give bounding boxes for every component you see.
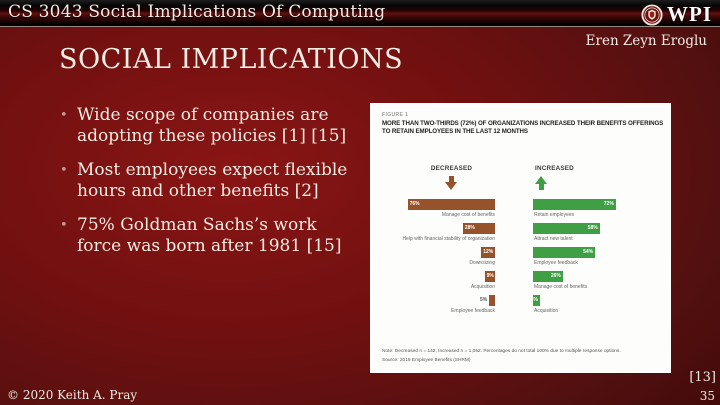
- chart-bar-label: Downsizing: [469, 259, 495, 266]
- decreased-header: DECREASED: [430, 165, 473, 172]
- page-number: 35: [699, 389, 715, 403]
- decreased-column: DECREASED 76% Manage cost of benefits 28% H…: [380, 165, 495, 319]
- chart-bar: 6%: [531, 295, 540, 306]
- increased-header: INCREASED: [535, 165, 574, 172]
- bullet-item: • Wide scope of companies are adopting t…: [60, 105, 365, 147]
- bullet-icon: •: [60, 218, 68, 233]
- chart-bar-row: 9% Acquisition: [380, 271, 495, 295]
- chart-bar-value: 58%: [587, 225, 598, 231]
- citation-ref: [13]: [689, 370, 716, 385]
- chart-bar-value: 76%: [409, 201, 420, 207]
- chart-bar-row: 26% Manage cost of benefits: [533, 271, 648, 295]
- bullet-text: Most employees expect flexible hours and…: [77, 160, 348, 201]
- slide-title: SOCIAL IMPLICATIONS: [59, 44, 404, 75]
- bullet-list: • Wide scope of companies are adopting t…: [60, 105, 365, 270]
- chart-bar: 26%: [533, 271, 563, 282]
- bullet-text: 75% Goldman Sachs’s work force was born …: [77, 215, 342, 256]
- copyright: © 2020 Keith A. Pray: [7, 388, 138, 402]
- chart-bar: [489, 295, 495, 306]
- chart-bar-label: Acquisition: [534, 307, 559, 314]
- chart-bar-row: 58% Attract new talent: [533, 223, 648, 247]
- bullet-item: • 75% Goldman Sachs’s work force was bor…: [60, 215, 365, 257]
- arrow-up-icon: [535, 176, 547, 190]
- bullet-text: Wide scope of companies are adopting the…: [77, 105, 347, 146]
- chart-bar-row: 76% Manage cost of benefits: [380, 199, 495, 223]
- chart-bar-value: 5%: [480, 297, 488, 303]
- chart-bar-row: 72% Retain employees: [533, 199, 648, 223]
- chart-bar-label: Acquisition: [470, 283, 495, 290]
- chart-bar-row: 12% Downsizing: [380, 247, 495, 271]
- increased-column: INCREASED 72% Retain employees 58% Attract …: [531, 165, 648, 319]
- chart-bar-row: 6% Acquisition: [531, 295, 648, 319]
- chart-figure: FIGURE 1 MORE THAN TWO-THIRDS (72%) OF O…: [370, 103, 671, 373]
- bullet-icon: •: [60, 108, 68, 123]
- bullet-item: • Most employees expect flexible hours a…: [60, 160, 365, 202]
- chart-bar-value: 26%: [550, 273, 561, 279]
- chart-bar-label: Help with financial stability of organiz…: [402, 235, 495, 242]
- chart-bar-value: 28%: [464, 225, 475, 231]
- chart-bar-value: 72%: [603, 201, 614, 207]
- chart-bar-value: 12%: [483, 249, 494, 255]
- wpi-logo: WPI: [641, 2, 712, 27]
- chart-bar-label: Employee feedback: [451, 307, 495, 314]
- chart-bar-label: Manage cost of benefits: [534, 283, 588, 290]
- chart-note: Note: Decreased n = 142; Increased n = 1…: [382, 349, 621, 354]
- chart-bar-label: Retain employees: [534, 211, 575, 218]
- chart-bar: 9%: [484, 271, 495, 282]
- chart-bar: 54%: [533, 247, 596, 258]
- chart-bar-label: Attract new talent: [534, 235, 573, 242]
- decreased-bars: 76% Manage cost of benefits 28% Help with f…: [380, 199, 495, 319]
- chart-bar-value: 9%: [486, 273, 494, 279]
- course-title: CS 3043 Social Implications Of Computing: [8, 2, 386, 22]
- chart-bar-label: Manage cost of benefits: [441, 211, 495, 218]
- chart-bar-row: 5% Employee feedback: [380, 295, 495, 319]
- chart-bar: 28%: [462, 223, 495, 234]
- chart-bar-row: 54% Employee feedback: [533, 247, 648, 271]
- figure-label: FIGURE 1: [382, 112, 409, 118]
- chart-bar-value: 6%: [530, 297, 538, 303]
- chart-title: MORE THAN TWO-THIRDS (72%) OF ORGANIZATI…: [382, 120, 664, 135]
- chart-bar-row: 28% Help with financial stability of orga…: [380, 223, 495, 247]
- top-bar: CS 3043 Social Implications Of Computing…: [0, 0, 720, 27]
- chart-bar: 76%: [407, 199, 495, 210]
- wpi-logo-text: WPI: [667, 2, 712, 26]
- chart-source: Source: 2019 Employee Benefits (SHRM): [382, 358, 471, 363]
- chart-bar-value: 54%: [583, 249, 594, 255]
- chart-bar: 58%: [533, 223, 600, 234]
- chart-bar: 12%: [481, 247, 495, 258]
- chart-bar: 72%: [533, 199, 616, 210]
- arrow-down-icon: [445, 176, 457, 190]
- chart-bar-label: Employee feedback: [534, 259, 578, 266]
- bullet-icon: •: [60, 163, 68, 178]
- increased-bars: 72% Retain employees 58% Attract new talent…: [531, 199, 648, 319]
- author-name: Eren Zeyn Eroglu: [585, 33, 707, 49]
- wpi-seal-icon: [641, 3, 663, 26]
